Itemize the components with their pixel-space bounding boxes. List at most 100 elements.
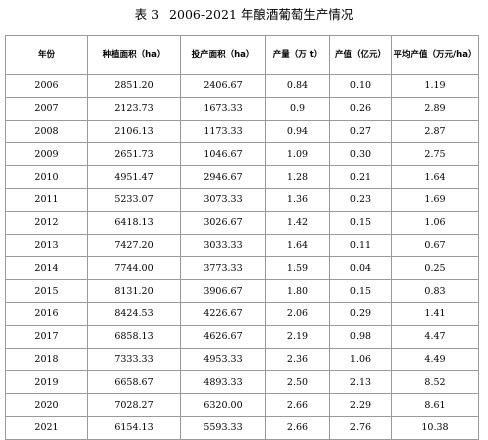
table-number: 表 3 <box>134 7 160 22</box>
header-planting-area: 种植面积（ha） <box>87 35 181 75</box>
table-row: 2008 2106.13 1173.33 0.94 0.27 2.87 <box>5 119 479 144</box>
cell-output: 2.19 <box>265 324 330 349</box>
table-row: 2018 7333.33 4953.33 2.36 1.06 4.49 <box>5 347 479 372</box>
table-row: 2012 6418.13 3026.67 1.42 0.15 1.06 <box>5 210 479 235</box>
cell-output-value: 0.98 <box>329 324 392 349</box>
cell-productive-area: 4626.67 <box>180 324 266 349</box>
table-row: 2016 8424.53 4226.67 2.06 0.29 1.41 <box>5 301 479 326</box>
cell-planting-area: 6858.13 <box>87 324 181 349</box>
cell-output-value: 0.30 <box>329 142 392 167</box>
header-year: 年份 <box>5 35 88 75</box>
cell-productive-area: 3773.33 <box>180 256 266 281</box>
cell-output-value: 0.10 <box>329 74 392 98</box>
cell-year: 2020 <box>5 393 88 417</box>
cell-average-output-value: 2.87 <box>391 119 479 144</box>
cell-average-output-value: 8.52 <box>391 370 479 395</box>
cell-year: 2019 <box>5 370 88 395</box>
table-row: 2010 4951.47 2946.67 1.28 0.21 1.64 <box>5 165 479 189</box>
cell-year: 2010 <box>5 165 88 189</box>
table-row: 2006 2851.20 2406.67 0.84 0.10 1.19 <box>5 74 479 98</box>
cell-year: 2007 <box>5 96 88 121</box>
cell-average-output-value: 1.64 <box>391 165 479 189</box>
cell-planting-area: 2123.73 <box>87 96 181 121</box>
table-row: 2009 2651.73 1046.67 1.09 0.30 2.75 <box>5 142 479 167</box>
cell-output-value: 0.23 <box>329 187 392 212</box>
cell-productive-area: 4893.33 <box>180 370 266 395</box>
table-row: 2014 7744.00 3773.33 1.59 0.04 0.25 <box>5 256 479 281</box>
cell-output: 1.80 <box>265 279 330 303</box>
cell-productive-area: 6320.00 <box>180 393 266 417</box>
cell-planting-area: 7028.27 <box>87 393 181 417</box>
header-output-value: 产值（亿元） <box>329 35 392 75</box>
cell-output: 2.66 <box>265 393 330 417</box>
cell-productive-area: 2406.67 <box>180 74 266 98</box>
table-caption: 2006-2021 年酿酒葡萄生产情况 <box>169 7 354 22</box>
cell-output: 1.36 <box>265 187 330 212</box>
cell-planting-area: 8131.20 <box>87 279 181 303</box>
cell-planting-area: 4951.47 <box>87 165 181 189</box>
table-row: 2013 7427.20 3033.33 1.64 0.11 0.67 <box>5 233 479 258</box>
header-output: 产量（万 t） <box>265 35 330 75</box>
cell-planting-area: 6418.13 <box>87 210 181 235</box>
cell-average-output-value: 1.19 <box>391 74 479 98</box>
cell-output-value: 0.27 <box>329 119 392 144</box>
cell-output: 1.09 <box>265 142 330 167</box>
cell-year: 2011 <box>5 187 88 212</box>
table-row: 2007 2123.73 1673.33 0.9 0.26 2.89 <box>5 96 479 121</box>
cell-average-output-value: 1.69 <box>391 187 479 212</box>
cell-output-value: 2.29 <box>329 393 392 417</box>
header-row: 年份 种植面积（ha） 投产面积（ha） 产量（万 t） 产值（亿元） 平均产值… <box>5 35 479 75</box>
cell-planting-area: 7744.00 <box>87 256 181 281</box>
cell-output-value: 2.76 <box>329 415 392 440</box>
production-table: 年份 种植面积（ha） 投产面积（ha） 产量（万 t） 产值（亿元） 平均产值… <box>5 35 479 440</box>
cell-year: 2013 <box>5 233 88 258</box>
cell-output-value: 0.21 <box>329 165 392 189</box>
cell-planting-area: 7427.20 <box>87 233 181 258</box>
cell-year: 2017 <box>5 324 88 349</box>
cell-planting-area: 8424.53 <box>87 301 181 326</box>
cell-output-value: 0.04 <box>329 256 392 281</box>
cell-output-value: 0.15 <box>329 210 392 235</box>
cell-average-output-value: 4.47 <box>391 324 479 349</box>
cell-average-output-value: 2.75 <box>391 142 479 167</box>
table-row: 2019 6658.67 4893.33 2.50 2.13 8.52 <box>5 370 479 395</box>
cell-average-output-value: 1.06 <box>391 210 479 235</box>
cell-average-output-value: 0.67 <box>391 233 479 258</box>
table-row: 2011 5233.07 3073.33 1.36 0.23 1.69 <box>5 187 479 212</box>
cell-average-output-value: 0.83 <box>391 279 479 303</box>
cell-planting-area: 2106.13 <box>87 119 181 144</box>
cell-productive-area: 5593.33 <box>180 415 266 440</box>
cell-year: 2016 <box>5 301 88 326</box>
cell-output: 1.64 <box>265 233 330 258</box>
header-average-output-value: 平均产值（万元/ha） <box>391 35 479 75</box>
cell-average-output-value: 0.25 <box>391 256 479 281</box>
table-row: 2015 8131.20 3906.67 1.80 0.15 0.83 <box>5 279 479 303</box>
cell-output-value: 0.26 <box>329 96 392 121</box>
cell-planting-area: 6154.13 <box>87 415 181 440</box>
header-productive-area: 投产面积（ha） <box>180 35 266 75</box>
cell-output: 0.9 <box>265 96 330 121</box>
table-title: 表 3 2006-2021 年酿酒葡萄生产情况 <box>0 6 488 24</box>
cell-average-output-value: 4.49 <box>391 347 479 372</box>
cell-output: 2.06 <box>265 301 330 326</box>
cell-year: 2009 <box>5 142 88 167</box>
table-row: 2020 7028.27 6320.00 2.66 2.29 8.61 <box>5 393 479 417</box>
cell-output-value: 0.15 <box>329 279 392 303</box>
table-row: 2021 6154.13 5593.33 2.66 2.76 10.38 <box>5 415 479 440</box>
cell-productive-area: 1673.33 <box>180 96 266 121</box>
cell-planting-area: 2851.20 <box>87 74 181 98</box>
cell-productive-area: 3073.33 <box>180 187 266 212</box>
table-row: 2017 6858.13 4626.67 2.19 0.98 4.47 <box>5 324 479 349</box>
cell-productive-area: 4953.33 <box>180 347 266 372</box>
cell-productive-area: 3906.67 <box>180 279 266 303</box>
cell-planting-area: 7333.33 <box>87 347 181 372</box>
cell-output-value: 0.29 <box>329 301 392 326</box>
cell-output-value: 1.06 <box>329 347 392 372</box>
cell-output-value: 0.11 <box>329 233 392 258</box>
cell-average-output-value: 10.38 <box>391 415 479 440</box>
cell-planting-area: 2651.73 <box>87 142 181 167</box>
cell-output: 2.50 <box>265 370 330 395</box>
cell-year: 2008 <box>5 119 88 144</box>
cell-productive-area: 2946.67 <box>180 165 266 189</box>
